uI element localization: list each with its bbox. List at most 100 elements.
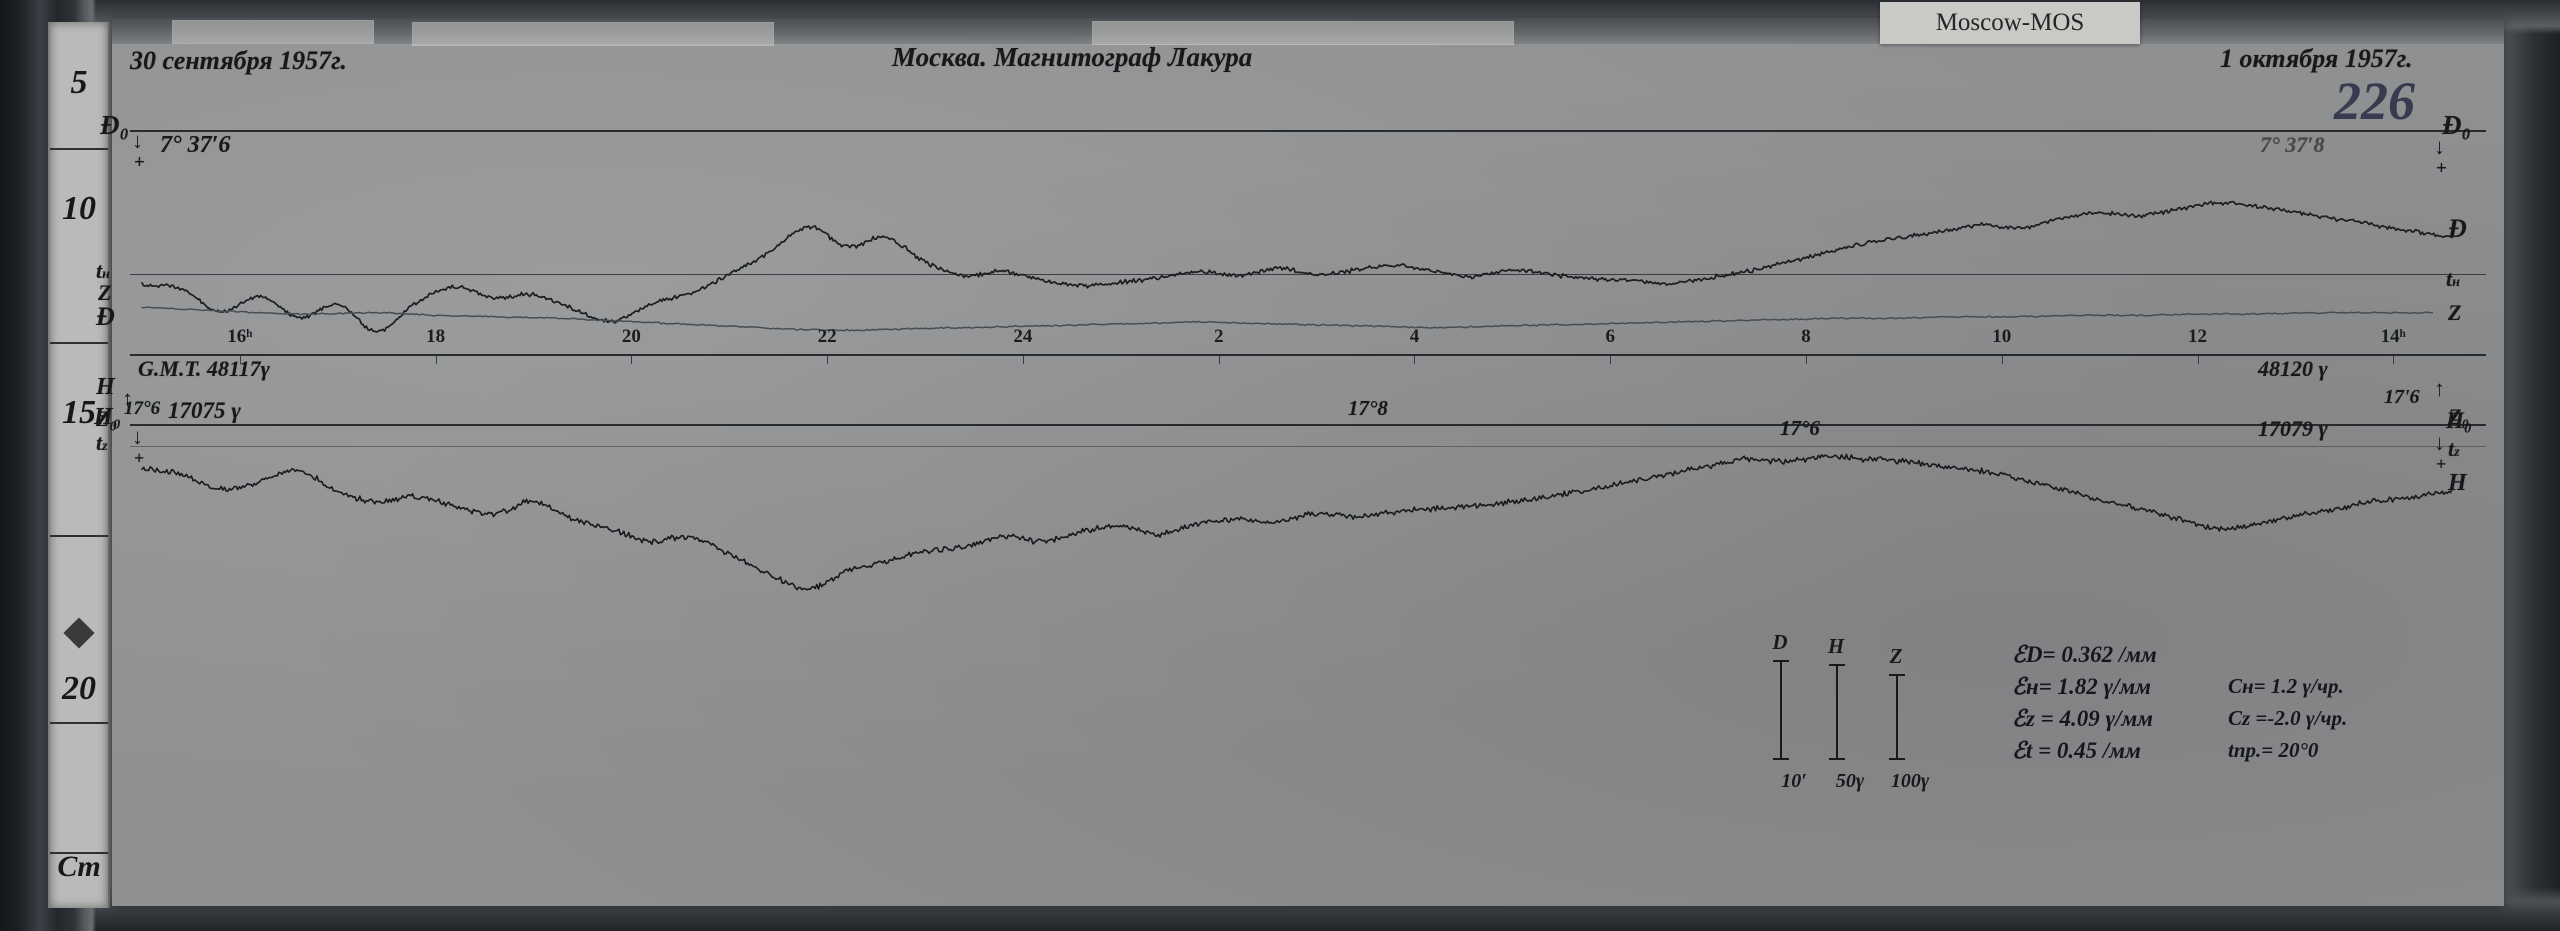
declination-baseline [130, 130, 2486, 132]
tape-patch [412, 22, 774, 46]
calibration-bar-label: Z [1889, 644, 1903, 668]
time-tick [435, 354, 437, 364]
time-tick [239, 354, 241, 364]
declination-value-left: 7° 37′6 [160, 132, 231, 158]
h-symbol-base: H₀ [94, 404, 122, 430]
time-tick-label: 14ʰ [2380, 326, 2406, 347]
calibration-bar-unit: 50γ [1835, 770, 1865, 792]
arrow-up-icon: ↑ [122, 386, 133, 411]
time-tick [1022, 354, 1024, 364]
side-label-z-right: Z [2448, 300, 2462, 325]
calibration-constant: Cz =-2.0 γ/чр. [2228, 706, 2348, 730]
time-tick-label: 12 [2188, 326, 2207, 347]
h-baseline [130, 424, 2486, 426]
header-date-left: 30 сентября 1957г. [130, 46, 347, 75]
ruler-mark-20: 20 [62, 670, 96, 707]
station-code-label: Moscow-MOS [1880, 2, 2140, 44]
ruler-unit-label: Cm [57, 850, 101, 883]
time-tick [1414, 354, 1416, 364]
h-right-h0: H₀ [2446, 408, 2472, 433]
ruler-tick [50, 148, 108, 150]
h-sign-left: + [134, 448, 145, 468]
time-tick [1218, 354, 1220, 364]
h-symbol-top: H [96, 374, 115, 400]
ruler-tick [50, 535, 108, 537]
tape-patch [1092, 21, 1514, 45]
side-label-z0-left: Z₀ [96, 406, 118, 431]
declination-sign-left: + [134, 152, 145, 173]
calibration-constant: tпр.= 20°0 [2228, 738, 2319, 762]
ruler-strip: 5 10 15 20 Cm [48, 22, 110, 908]
calibration-constant: ℰt = 0.45 /мм [2012, 738, 2141, 763]
time-tick-label: 8 [1801, 326, 1811, 347]
time-tick-label: 16ʰ [227, 326, 253, 347]
upper-traces-svg [141, 200, 2453, 591]
time-tick [2001, 354, 2003, 364]
calibration-bar-label: H [1827, 634, 1845, 658]
h-sign-right: + [2436, 454, 2447, 474]
declination-value-right: 7° 37′8 [2260, 132, 2325, 157]
calibration-bar-d [1773, 660, 1789, 760]
side-label-t-left: tн [96, 258, 110, 283]
arrow-up-icon: ↑ [2434, 376, 2445, 401]
calibration-constant: ℰD= 0.362 /мм [2012, 642, 2157, 667]
time-tick [1805, 354, 1807, 364]
header-date-right: 1 октября 1957г. [2220, 44, 2413, 73]
ruler-mark-10: 10 [62, 190, 96, 227]
time-tick [631, 354, 633, 364]
header-title: Москва. Магнитограф Лакура [892, 42, 1253, 72]
ruler-mark-5: 5 [70, 64, 88, 101]
side-label-d-right: Ð [2448, 214, 2467, 243]
calibration-constant: ℰz = 4.09 γ/мм [2012, 706, 2153, 731]
arrow-down-icon: ↓ [132, 128, 143, 153]
side-label-z0-right: Z₀ [2448, 404, 2470, 429]
h-left-angle: 17°6 [124, 398, 161, 419]
arrow-down-icon: ↓ [2434, 134, 2445, 159]
h-right-value: 17079 γ [2258, 416, 2328, 441]
upper-trace-area [112, 18, 2504, 906]
time-tick [1610, 354, 1612, 364]
side-label-t-right: tн [2446, 266, 2460, 291]
tz-baseline [130, 446, 2486, 447]
gmt-label-text: G.M.T. [138, 356, 202, 381]
time-tick-label: 2 [1213, 326, 1224, 347]
gmt-value-left: 48117γ [206, 356, 270, 381]
time-tick-label: 18 [426, 326, 446, 347]
time-tick-label: 10 [1992, 326, 2012, 347]
h-mid-value: 17°8 [1348, 396, 1388, 420]
time-axis-line [130, 354, 2486, 356]
arrow-down-icon: ↓ [132, 424, 143, 449]
diamond-marker [63, 617, 95, 649]
tн-baseline [130, 274, 2486, 275]
calibration-bar-z [1889, 674, 1905, 760]
arrow-down-icon: ↓ [2434, 430, 2445, 455]
time-tick-label: 6 [1605, 326, 1615, 347]
sheet-number: 226 [2334, 71, 2415, 131]
time-tick [2197, 354, 2199, 364]
h-right-tz: tz [2448, 436, 2460, 461]
side-label-z-left: Z [98, 280, 112, 305]
side-label-d-left: Ð [96, 302, 115, 331]
ruler-tick [50, 342, 108, 344]
calibration-constant: ℰн= 1.82 γ/мм [2012, 674, 2152, 699]
declination-sign-right: + [2436, 158, 2447, 179]
time-tick [2393, 354, 2395, 364]
declination-symbol-right: Ð₀ [2442, 110, 2471, 140]
h-symbol-tz: tz [96, 430, 108, 455]
tape-patch [172, 20, 374, 44]
time-tick-label: 24 [1013, 326, 1033, 347]
declination-symbol-left: Ð₀ [100, 110, 129, 140]
ruler-mark-15: 15 [62, 394, 96, 431]
calibration-bar-h [1829, 664, 1845, 760]
gmt-value-right: 48120 γ [2258, 356, 2328, 381]
h-right-angle: 17'6 [2384, 386, 2420, 408]
time-tick [827, 354, 829, 364]
h-mid-value-2: 17°6 [1780, 416, 1820, 440]
calibration-bar-unit: 10′ [1781, 770, 1807, 792]
time-tick-label: 22 [817, 326, 837, 347]
ruler-tick [50, 852, 108, 854]
h-left-value: 17075 γ [168, 398, 241, 423]
time-tick-label: 20 [621, 326, 641, 347]
magnetogram-paper: 30 сентября 1957г. Москва. Магнитограф Л… [94, 18, 2504, 906]
